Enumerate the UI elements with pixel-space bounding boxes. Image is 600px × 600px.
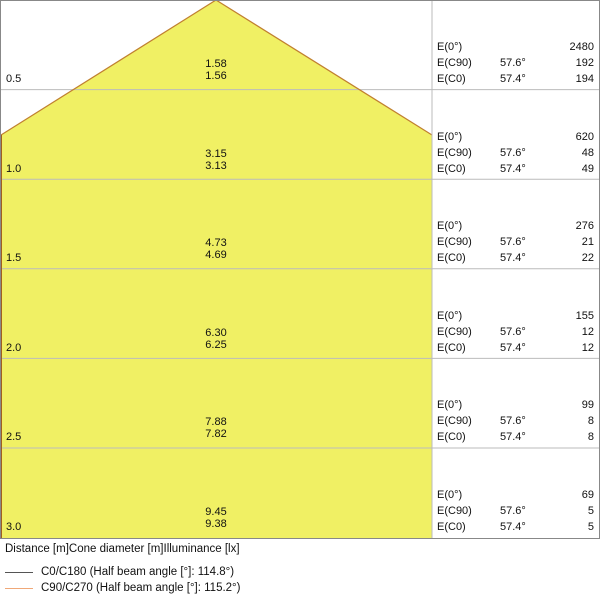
illuminance-ec90: 48 xyxy=(581,146,594,159)
ec90-label: E(C90) xyxy=(437,415,472,428)
distance-label: 0.5 xyxy=(6,73,22,85)
illuminance-ec0: 194 xyxy=(575,73,594,85)
ec0-label: E(C0) xyxy=(437,162,466,175)
illuminance-e0: 155 xyxy=(575,309,594,322)
ec90-label: E(C90) xyxy=(437,505,472,517)
cone-diameter-c90: 6.30 xyxy=(205,326,227,339)
angle-c0: 57.4° xyxy=(500,73,526,85)
distance-label: 3.0 xyxy=(6,521,22,533)
cone-diameter-c0: 1.56 xyxy=(205,70,227,82)
e0-label: E(0°) xyxy=(437,399,463,412)
angle-c90: 57.6° xyxy=(500,146,526,159)
e0-label: E(0°) xyxy=(437,41,463,53)
illuminance-e0: 2480 xyxy=(569,41,594,53)
angle-c0: 57.4° xyxy=(500,341,526,354)
cone-diameter-c0: 6.25 xyxy=(205,338,227,351)
e0-label: E(0°) xyxy=(437,130,463,143)
illuminance-e0: 276 xyxy=(575,220,594,233)
cone-diameter-c0: 3.13 xyxy=(205,159,227,172)
angle-c90: 57.6° xyxy=(500,325,526,338)
distance-label: 1.0 xyxy=(6,162,22,175)
illuminance-e0: 99 xyxy=(581,399,594,412)
legend-c90-label: C90/C270 (Half beam angle [°]: 115.2°) xyxy=(41,582,241,594)
legend-c0-line xyxy=(5,571,33,573)
cone-diagram-svg xyxy=(0,0,600,539)
illuminance-ec0: 49 xyxy=(581,162,594,175)
e0-label: E(0°) xyxy=(437,220,463,233)
cone-diameter-c0: 4.69 xyxy=(205,249,227,262)
ec90-label: E(C90) xyxy=(437,325,472,338)
illuminance-ec90: 5 xyxy=(587,505,594,517)
e0-label: E(0°) xyxy=(437,489,463,501)
ec0-label: E(C0) xyxy=(437,252,466,265)
cone-diameter-c90: 7.88 xyxy=(205,416,227,429)
distance-label: 1.5 xyxy=(6,252,22,265)
angle-c90: 57.6° xyxy=(500,57,526,69)
ec90-label: E(C90) xyxy=(437,236,472,249)
cone-diameter-c0: 7.82 xyxy=(205,428,227,441)
angle-c90: 57.6° xyxy=(500,415,526,428)
ec0-label: E(C0) xyxy=(437,73,466,85)
cone-diameter-c0: 9.38 xyxy=(205,518,227,530)
illuminance-e0: 620 xyxy=(575,130,594,143)
illuminance-ec90: 21 xyxy=(581,236,594,249)
ec0-label: E(C0) xyxy=(437,521,466,533)
angle-c90: 57.6° xyxy=(500,236,526,249)
ec0-label: E(C0) xyxy=(437,431,466,444)
legend-c90-line xyxy=(5,587,33,589)
illuminance-ec0: 12 xyxy=(581,341,594,354)
legend-c90: C90/C270 (Half beam angle [°]: 115.2°) xyxy=(5,582,240,594)
legend-c0-label: C0/C180 (Half beam angle [°]: 114.8°) xyxy=(41,566,235,578)
cone-diameter-c90: 3.15 xyxy=(205,147,227,160)
illuminance-ec90: 8 xyxy=(587,415,594,428)
cone-diameter-c90: 4.73 xyxy=(205,237,227,250)
legend-c0: C0/C180 (Half beam angle [°]: 114.8°) xyxy=(5,566,234,578)
illuminance-ec90: 12 xyxy=(581,325,594,338)
illuminance-ec0: 8 xyxy=(587,431,594,444)
angle-c0: 57.4° xyxy=(500,162,526,175)
angle-c0: 57.4° xyxy=(500,431,526,444)
e0-label: E(0°) xyxy=(437,309,463,322)
illuminance-ec90: 192 xyxy=(575,57,594,69)
illuminance-ec0: 5 xyxy=(587,521,594,533)
cone-outline xyxy=(0,0,433,136)
ec0-label: E(C0) xyxy=(437,341,466,354)
cone-diameter-c90: 1.58 xyxy=(205,58,227,70)
ec90-label: E(C90) xyxy=(437,146,472,159)
angle-c90: 57.6° xyxy=(500,505,526,517)
cone-diagram xyxy=(0,0,600,539)
ec90-label: E(C90) xyxy=(437,57,472,69)
distance-label: 2.5 xyxy=(6,431,22,444)
cone-diameter-c90: 9.45 xyxy=(205,506,227,518)
illuminance-ec0: 22 xyxy=(581,252,594,265)
angle-c0: 57.4° xyxy=(500,252,526,265)
distance-label: 2.0 xyxy=(6,341,22,354)
angle-c0: 57.4° xyxy=(500,521,526,533)
illuminance-e0: 69 xyxy=(581,489,594,501)
axis-caption: Distance [m]Cone diameter [m]Illuminance… xyxy=(5,543,240,555)
